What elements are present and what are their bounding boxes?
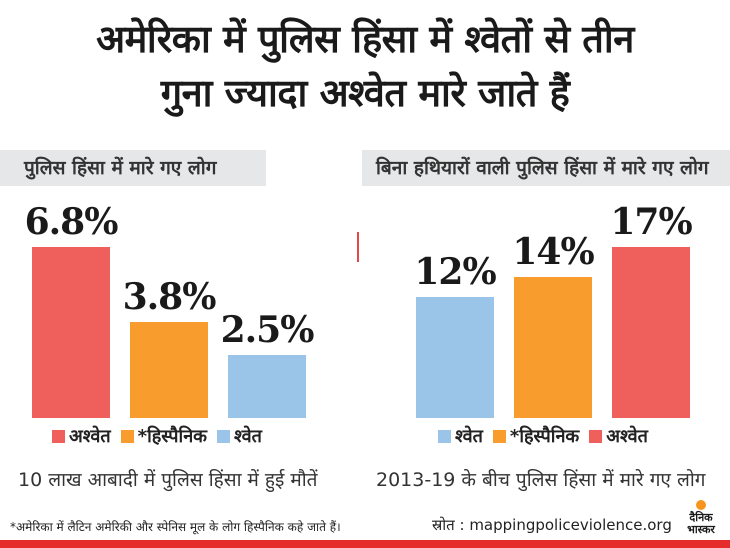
bar-value-label: 6.8% (24, 201, 119, 243)
bar-0 (32, 247, 110, 418)
bar-value-label: 2.5% (220, 309, 315, 352)
footnote: *अमेरिका में लैटिन अमेरिकी और स्पेनिस मू… (10, 520, 341, 534)
title-line-2: गुना ज्यादा अश्वेत मारे जाते हैं (160, 71, 570, 115)
bottom-red-band (0, 540, 730, 548)
legend-label: अश्वेत (606, 426, 648, 447)
bar-value-label: 12% (414, 251, 496, 294)
logo-sun-icon (696, 500, 706, 510)
legend-label: *हिस्पैनिक (137, 426, 208, 447)
source: स्रोत : mappingpoliceviolence.org (432, 516, 672, 534)
legend-swatch (438, 429, 451, 443)
right-chart-title: बिना हथियारों वाली पुलिस हिंसा में मारे … (362, 150, 730, 186)
title-line-1: अमेरिका में पुलिस हिंसा में श्वेतों से त… (96, 17, 634, 61)
legend-item: *हिस्पैनिक (120, 424, 208, 448)
legend-swatch (589, 429, 603, 443)
left-legend: अश्वेत *हिस्पैनिक श्वेत (52, 424, 262, 448)
left-chart-title: पुलिस हिंसा में मारे गए लोग (0, 150, 266, 186)
bar-value-label: 17% (610, 201, 692, 243)
legend-swatch (217, 429, 231, 443)
left-chart-caption: 10 लाख आबादी में पुलिस हिंसा में हुई मौत… (18, 469, 318, 491)
legend-label: *हिस्पैनिक (509, 426, 580, 447)
chart-divider (357, 232, 359, 262)
logo-line-1: दैनिक (689, 511, 713, 524)
bar-2 (612, 247, 690, 418)
bar-1 (514, 277, 592, 418)
legend-item: अश्वेत (589, 424, 648, 448)
right-chart-caption: 2013-19 के बीच पुलिस हिंसा में मारे गए ल… (376, 469, 706, 491)
legend-item: श्वेत (438, 424, 483, 448)
right-legend: श्वेत *हिस्पैनिक अश्वेत (438, 424, 648, 448)
bar-2 (228, 355, 306, 418)
legend-swatch (52, 429, 65, 443)
legend-swatch (120, 429, 134, 443)
dainik-bhaskar-logo: दैनिक भास्कर (676, 500, 726, 540)
legend-label: श्वेत (234, 426, 262, 447)
bar-value-label: 14% (512, 231, 594, 274)
logo-line-2: भास्कर (687, 523, 715, 536)
legend-swatch (492, 429, 506, 443)
bar-0 (416, 297, 494, 418)
bar-value-label: 3.8% (122, 276, 217, 319)
legend-label: श्वेत (455, 426, 483, 447)
legend-item: श्वेत (217, 424, 262, 448)
legend-label: अश्वेत (69, 426, 111, 447)
legend-item: अश्वेत (52, 424, 111, 448)
legend-item: *हिस्पैनिक (492, 424, 580, 448)
bar-1 (130, 322, 208, 418)
